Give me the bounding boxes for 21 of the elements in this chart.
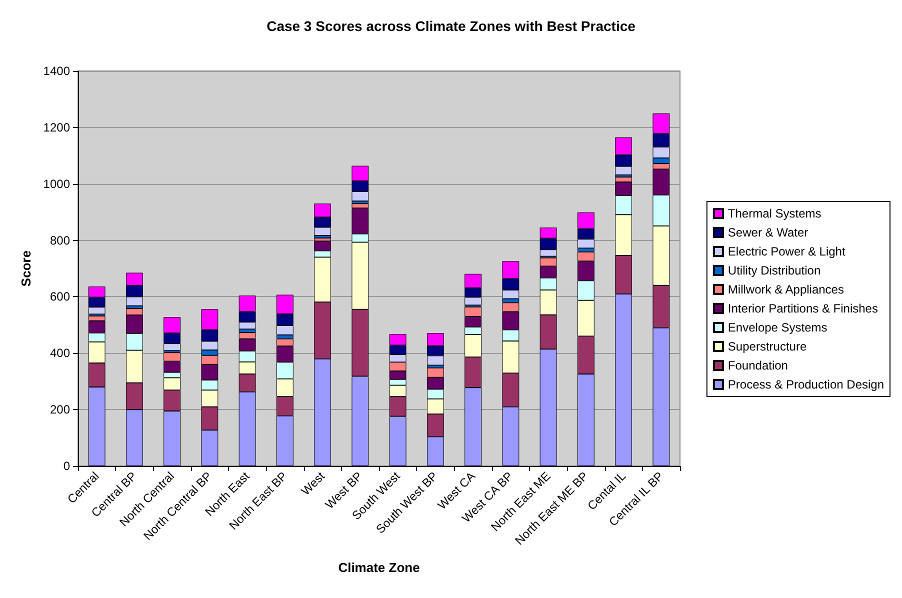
chart-title: Case 3 Scores across Climate Zones with Best Practice — [266, 18, 636, 34]
y-tick-label: 400 — [50, 346, 70, 360]
legend-label: Foundation — [728, 358, 788, 372]
legend-label: Electric Power & Light — [728, 244, 846, 258]
legend-label: Millwork & Appliances — [728, 282, 844, 296]
legend-label: Utility Distribution — [728, 264, 821, 278]
legend-label: Interior Partitions & Finishes — [728, 302, 878, 316]
legend-label: Process & Production Design — [728, 378, 884, 392]
y-tick-label: 0 — [63, 459, 70, 473]
legend-label: Superstructure — [728, 340, 807, 354]
y-axis-title: Score — [18, 250, 34, 287]
y-tick-label: 1200 — [43, 120, 70, 134]
y-tick-label: 800 — [50, 233, 70, 248]
y-tick-label: 200 — [50, 402, 70, 417]
legend-label: Sewer & Water — [728, 226, 808, 240]
y-tick-label: 1000 — [43, 176, 70, 191]
y-tick-label: 1400 — [43, 64, 70, 78]
y-tick-label: 600 — [50, 290, 70, 304]
legend-label: Envelope Systems — [728, 320, 828, 334]
legend-label: Thermal Systems — [728, 206, 822, 220]
x-axis-title: Climate Zone — [338, 560, 420, 575]
